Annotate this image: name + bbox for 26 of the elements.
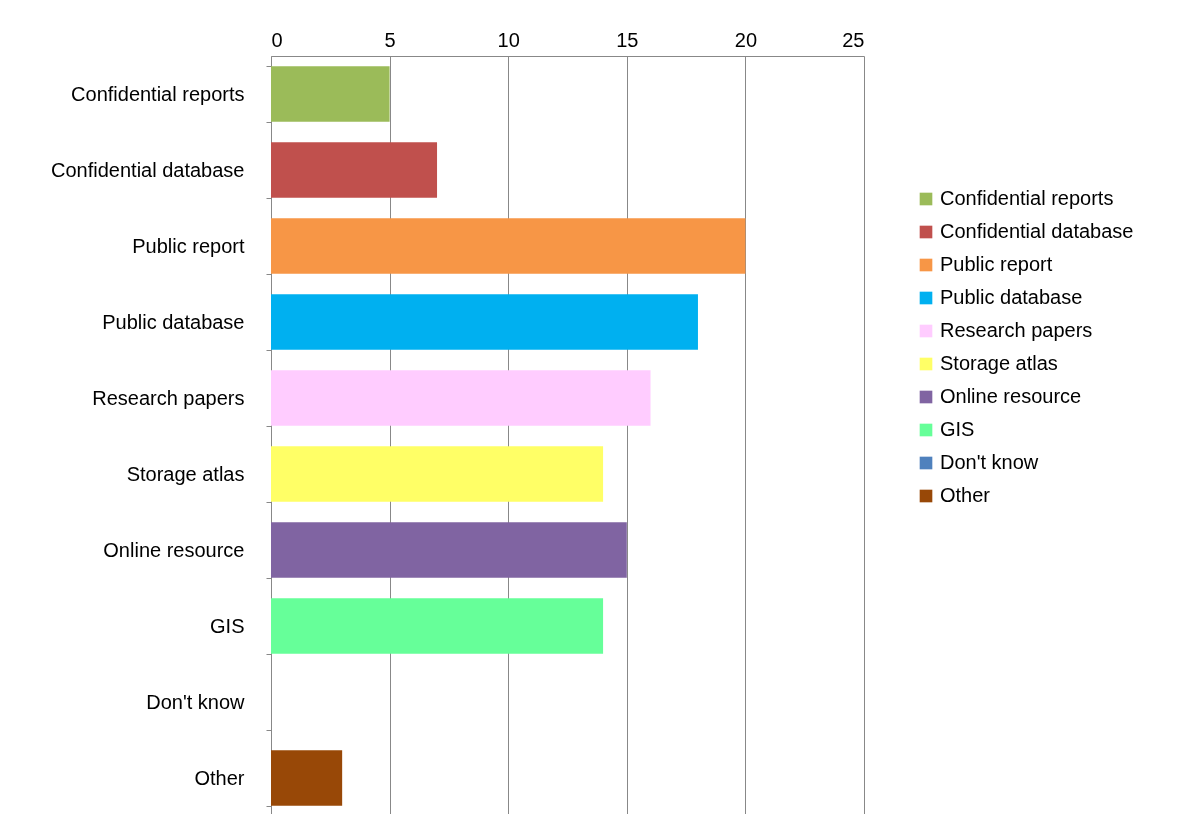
legend-label: Other — [940, 484, 991, 506]
legend-label: Public database — [940, 286, 1083, 308]
legend-label: GIS — [940, 418, 975, 440]
legend-label: Confidential database — [940, 220, 1134, 242]
x-tick-label: 15 — [616, 28, 639, 51]
x-tick-label: 20 — [734, 28, 758, 51]
x-tick-label: 10 — [497, 28, 520, 51]
y-tick-label: Don't know — [146, 690, 246, 713]
y-tick-label: Public database — [102, 310, 245, 333]
legend-label: Confidential reports — [940, 187, 1114, 209]
x-tick-label: 25 — [842, 28, 865, 51]
legend-label: Public report — [940, 253, 1053, 275]
legend-label: Research papers — [940, 319, 1093, 341]
y-tick-label: Public report — [132, 234, 245, 257]
legend-label: Don't know — [940, 451, 1039, 473]
y-tick-label: Storage atlas — [126, 462, 245, 485]
x-tick-label: 0 — [271, 28, 283, 51]
y-tick-label: Other — [194, 766, 245, 789]
y-tick-label: Confidential database — [51, 158, 245, 181]
legend-label: Online resource — [940, 385, 1082, 407]
y-tick-label: Online resource — [103, 538, 245, 561]
y-tick-label: GIS — [210, 614, 245, 637]
y-tick-label: Confidential reports — [71, 82, 245, 105]
y-tick-label: Research papers — [92, 386, 245, 409]
legend-label: Storage atlas — [940, 352, 1058, 374]
x-tick-label: 5 — [384, 28, 396, 51]
